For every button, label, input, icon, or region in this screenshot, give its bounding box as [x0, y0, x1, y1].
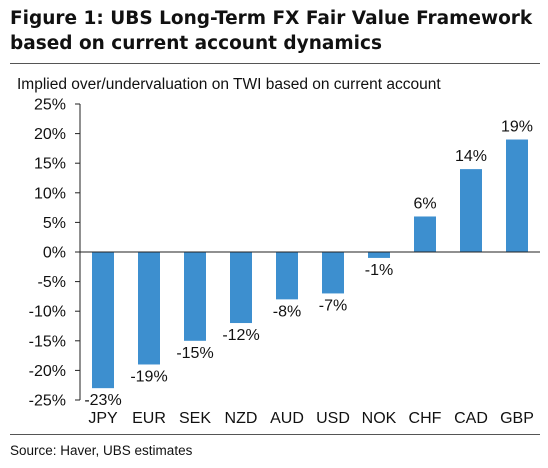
x-category-label: NZD [225, 410, 258, 427]
bar [460, 169, 482, 252]
data-label: -1% [365, 262, 393, 279]
y-tick-label: 15% [34, 156, 66, 173]
y-tick-label: 0% [43, 245, 66, 262]
source-divider [10, 434, 540, 435]
x-category-label: USD [316, 410, 350, 427]
y-tick-label: -25% [29, 393, 66, 410]
data-label: -19% [130, 368, 167, 385]
y-tick-label: -20% [29, 363, 66, 380]
chart-title: Figure 1: UBS Long-Term FX Fair Value Fr… [10, 8, 533, 54]
data-label: 14% [455, 148, 487, 165]
data-label: -23% [84, 392, 121, 409]
y-tick-label: -10% [29, 304, 66, 321]
x-category-label: SEK [179, 410, 211, 427]
bar [506, 139, 528, 252]
data-label: -8% [273, 303, 301, 320]
y-tick-label: 10% [34, 185, 66, 202]
bar [276, 252, 298, 300]
bar [414, 216, 436, 252]
data-label: 19% [501, 119, 533, 136]
title-divider [10, 63, 540, 64]
bar [230, 252, 252, 324]
y-tick-label: -15% [29, 333, 66, 350]
y-tick-label: 20% [34, 126, 66, 143]
bar [92, 252, 114, 389]
x-category-label: EUR [132, 410, 166, 427]
x-category-label: JPY [88, 410, 118, 427]
x-category-label: AUD [270, 410, 304, 427]
x-category-label: NOK [362, 410, 397, 427]
data-label: -7% [319, 297, 347, 314]
x-category-label: GBP [500, 410, 534, 427]
bar [138, 252, 160, 365]
bar [368, 252, 390, 258]
data-label: 6% [413, 195, 436, 212]
y-tick-label: 25% [34, 97, 66, 114]
x-category-label: CAD [454, 410, 488, 427]
x-category-label: CHF [409, 410, 442, 427]
bar-chart: 25% 20% 15% 10% 5% 0% -5% -10% -15% -20% -25% -23%J… [29, 97, 540, 427]
bar [184, 252, 206, 341]
data-label: -15% [176, 345, 213, 362]
data-label: -12% [222, 327, 259, 344]
y-tick-label: -5% [38, 274, 66, 291]
chart-subtitle: Implied over/undervaluation on TWI based… [17, 76, 441, 93]
bar [322, 252, 344, 294]
source-note: Source: Haver, UBS estimates [10, 443, 193, 458]
y-tick-label: 5% [43, 215, 66, 232]
